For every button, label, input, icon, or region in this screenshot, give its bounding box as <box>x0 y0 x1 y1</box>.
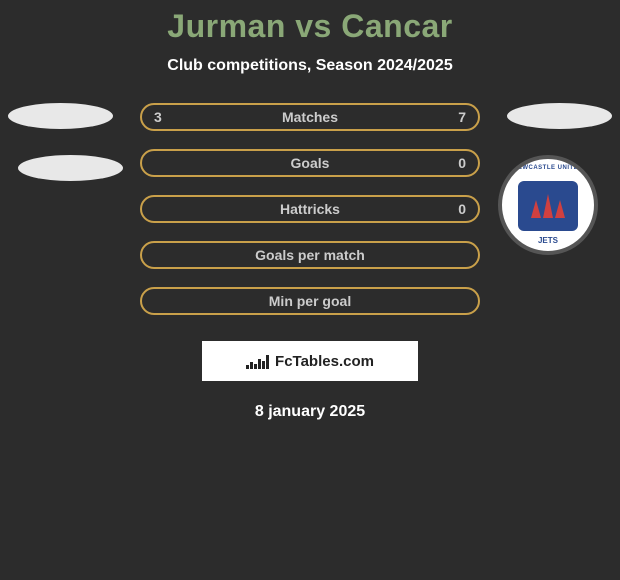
stat-value-right: 0 <box>458 201 466 217</box>
stat-row: 3 Matches 7 <box>0 103 620 131</box>
stat-label: Goals <box>291 155 330 171</box>
stat-label: Min per goal <box>269 293 351 309</box>
comparison-card: Jurman vs Cancar Club competitions, Seas… <box>0 0 620 580</box>
stat-label: Goals per match <box>255 247 365 263</box>
subtitle: Club competitions, Season 2024/2025 <box>0 57 620 75</box>
stat-label: Matches <box>282 109 338 125</box>
branding-text: FcTables.com <box>275 353 374 370</box>
stat-value-left: 3 <box>154 109 162 125</box>
stat-value-right: 0 <box>458 155 466 171</box>
stat-row: Goals 0 <box>0 149 620 177</box>
logo-bar <box>250 362 253 369</box>
fctables-logo-icon <box>246 353 269 369</box>
stat-label: Hattricks <box>280 201 340 217</box>
page-title: Jurman vs Cancar <box>0 8 620 45</box>
logo-bar <box>262 361 265 369</box>
stat-pill-hattricks: Hattricks 0 <box>140 195 480 223</box>
stats-rows: NEWCASTLE UNITED JETS 3 Matches 7 <box>0 103 620 315</box>
logo-bar <box>254 364 257 369</box>
date-text: 8 january 2025 <box>0 403 620 421</box>
logo-bar <box>266 355 269 369</box>
stat-row: Goals per match <box>0 241 620 269</box>
logo-bar <box>258 359 261 369</box>
stat-pill-goals: Goals 0 <box>140 149 480 177</box>
stat-value-right: 7 <box>458 109 466 125</box>
logo-bar <box>246 365 249 369</box>
stat-pill-matches: 3 Matches 7 <box>140 103 480 131</box>
branding-box[interactable]: FcTables.com <box>202 341 418 381</box>
stat-row: Hattricks 0 <box>0 195 620 223</box>
stat-row: Min per goal <box>0 287 620 315</box>
stat-pill-goals-per-match: Goals per match <box>140 241 480 269</box>
stat-pill-min-per-goal: Min per goal <box>140 287 480 315</box>
